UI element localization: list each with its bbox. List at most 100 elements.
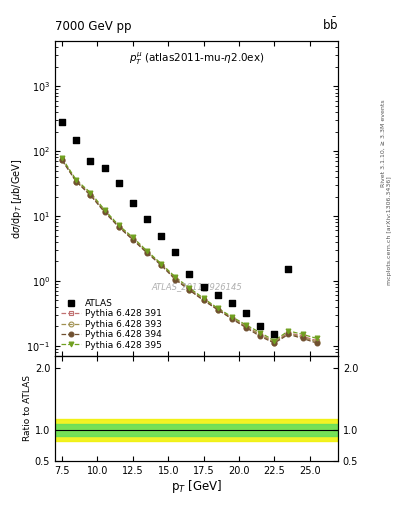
Pythia 6.428 395 <box>173 274 178 280</box>
Pythia 6.428 394 <box>230 316 234 322</box>
Pythia 6.428 395 <box>145 248 149 254</box>
Pythia 6.428 391 <box>300 333 305 339</box>
Pythia 6.428 394 <box>187 287 192 293</box>
Pythia 6.428 391 <box>60 156 64 162</box>
ATLAS <box>59 118 65 126</box>
ATLAS <box>243 309 249 317</box>
Pythia 6.428 395 <box>286 328 291 334</box>
Pythia 6.428 393 <box>116 223 121 229</box>
Text: mcplots.cern.ch [arXiv:1306.3436]: mcplots.cern.ch [arXiv:1306.3436] <box>387 176 391 285</box>
Pythia 6.428 393 <box>244 324 248 330</box>
Pythia 6.428 394 <box>286 331 291 337</box>
Pythia 6.428 394 <box>272 340 277 346</box>
Pythia 6.428 393 <box>60 157 64 163</box>
Pythia 6.428 395 <box>88 189 93 196</box>
Y-axis label: d$\sigma$/dp$_T$ [$\mu$b/GeV]: d$\sigma$/dp$_T$ [$\mu$b/GeV] <box>9 158 24 239</box>
Y-axis label: Ratio to ATLAS: Ratio to ATLAS <box>23 375 32 441</box>
Pythia 6.428 395 <box>258 330 263 336</box>
Pythia 6.428 393 <box>215 307 220 313</box>
Pythia 6.428 394 <box>88 192 93 198</box>
Text: ATLAS_2011_I926145: ATLAS_2011_I926145 <box>151 282 242 291</box>
Pythia 6.428 395 <box>272 337 277 344</box>
ATLAS <box>87 157 94 165</box>
Pythia 6.428 393 <box>286 330 291 336</box>
Pythia 6.428 393 <box>272 339 277 346</box>
Pythia 6.428 395 <box>74 177 79 183</box>
Pythia 6.428 394 <box>145 250 149 256</box>
ATLAS <box>144 215 150 223</box>
Pythia 6.428 394 <box>244 325 248 331</box>
Text: Rivet 3.1.10, ≥ 3.3M events: Rivet 3.1.10, ≥ 3.3M events <box>381 99 386 187</box>
Pythia 6.428 395 <box>130 234 135 241</box>
Pythia 6.428 395 <box>201 295 206 302</box>
Bar <box>55 419 338 441</box>
Pythia 6.428 391 <box>159 261 163 267</box>
ATLAS <box>186 269 193 278</box>
Pythia 6.428 395 <box>159 261 163 267</box>
Pythia 6.428 391 <box>215 306 220 312</box>
Pythia 6.428 394 <box>215 307 220 313</box>
Pythia 6.428 394 <box>102 209 107 215</box>
Pythia 6.428 393 <box>173 275 178 282</box>
Pythia 6.428 393 <box>300 334 305 340</box>
ATLAS <box>101 164 108 172</box>
ATLAS <box>229 300 235 308</box>
Pythia 6.428 391 <box>88 191 93 197</box>
ATLAS <box>130 199 136 207</box>
Pythia 6.428 391 <box>74 178 79 184</box>
Pythia 6.428 393 <box>145 249 149 255</box>
ATLAS <box>285 265 292 273</box>
Pythia 6.428 394 <box>159 262 163 268</box>
Pythia 6.428 394 <box>60 157 64 163</box>
ATLAS <box>271 330 277 338</box>
Pythia 6.428 391 <box>187 286 192 292</box>
ATLAS <box>172 248 178 256</box>
Pythia 6.428 391 <box>244 323 248 329</box>
Pythia 6.428 391 <box>258 331 263 337</box>
Pythia 6.428 393 <box>159 262 163 268</box>
Pythia 6.428 395 <box>230 314 234 320</box>
Pythia 6.428 393 <box>102 208 107 215</box>
Pythia 6.428 395 <box>116 222 121 228</box>
Line: Pythia 6.428 394: Pythia 6.428 394 <box>60 158 319 346</box>
Pythia 6.428 391 <box>145 249 149 255</box>
Pythia 6.428 391 <box>272 339 277 345</box>
Pythia 6.428 393 <box>201 297 206 303</box>
Bar <box>55 424 338 436</box>
ATLAS <box>73 136 79 144</box>
ATLAS <box>158 231 164 240</box>
Pythia 6.428 395 <box>60 155 64 161</box>
Pythia 6.428 393 <box>130 236 135 242</box>
Pythia 6.428 393 <box>230 315 234 322</box>
Pythia 6.428 393 <box>88 192 93 198</box>
Pythia 6.428 391 <box>230 315 234 321</box>
Text: 7000 GeV pp: 7000 GeV pp <box>55 20 132 33</box>
Line: Pythia 6.428 395: Pythia 6.428 395 <box>60 156 319 343</box>
Pythia 6.428 394 <box>74 179 79 185</box>
ATLAS <box>257 322 263 330</box>
Pythia 6.428 391 <box>286 330 291 336</box>
Pythia 6.428 394 <box>116 224 121 230</box>
Pythia 6.428 394 <box>314 340 319 346</box>
Pythia 6.428 395 <box>244 322 248 328</box>
Pythia 6.428 394 <box>173 276 178 283</box>
Pythia 6.428 395 <box>314 335 319 342</box>
Pythia 6.428 391 <box>102 208 107 214</box>
Pythia 6.428 393 <box>187 287 192 293</box>
Pythia 6.428 395 <box>215 305 220 311</box>
ATLAS <box>200 283 207 291</box>
Pythia 6.428 394 <box>258 333 263 339</box>
Pythia 6.428 395 <box>187 285 192 291</box>
Pythia 6.428 391 <box>173 275 178 281</box>
Pythia 6.428 391 <box>314 337 319 344</box>
Pythia 6.428 395 <box>102 207 107 213</box>
Text: b$\bar{\rm b}$: b$\bar{\rm b}$ <box>321 17 338 33</box>
Pythia 6.428 393 <box>314 339 319 345</box>
Pythia 6.428 391 <box>201 296 206 303</box>
ATLAS <box>116 179 122 187</box>
Pythia 6.428 394 <box>201 297 206 304</box>
Pythia 6.428 393 <box>74 179 79 185</box>
Pythia 6.428 395 <box>300 331 305 337</box>
Pythia 6.428 393 <box>258 332 263 338</box>
Line: Pythia 6.428 393: Pythia 6.428 393 <box>60 157 319 345</box>
